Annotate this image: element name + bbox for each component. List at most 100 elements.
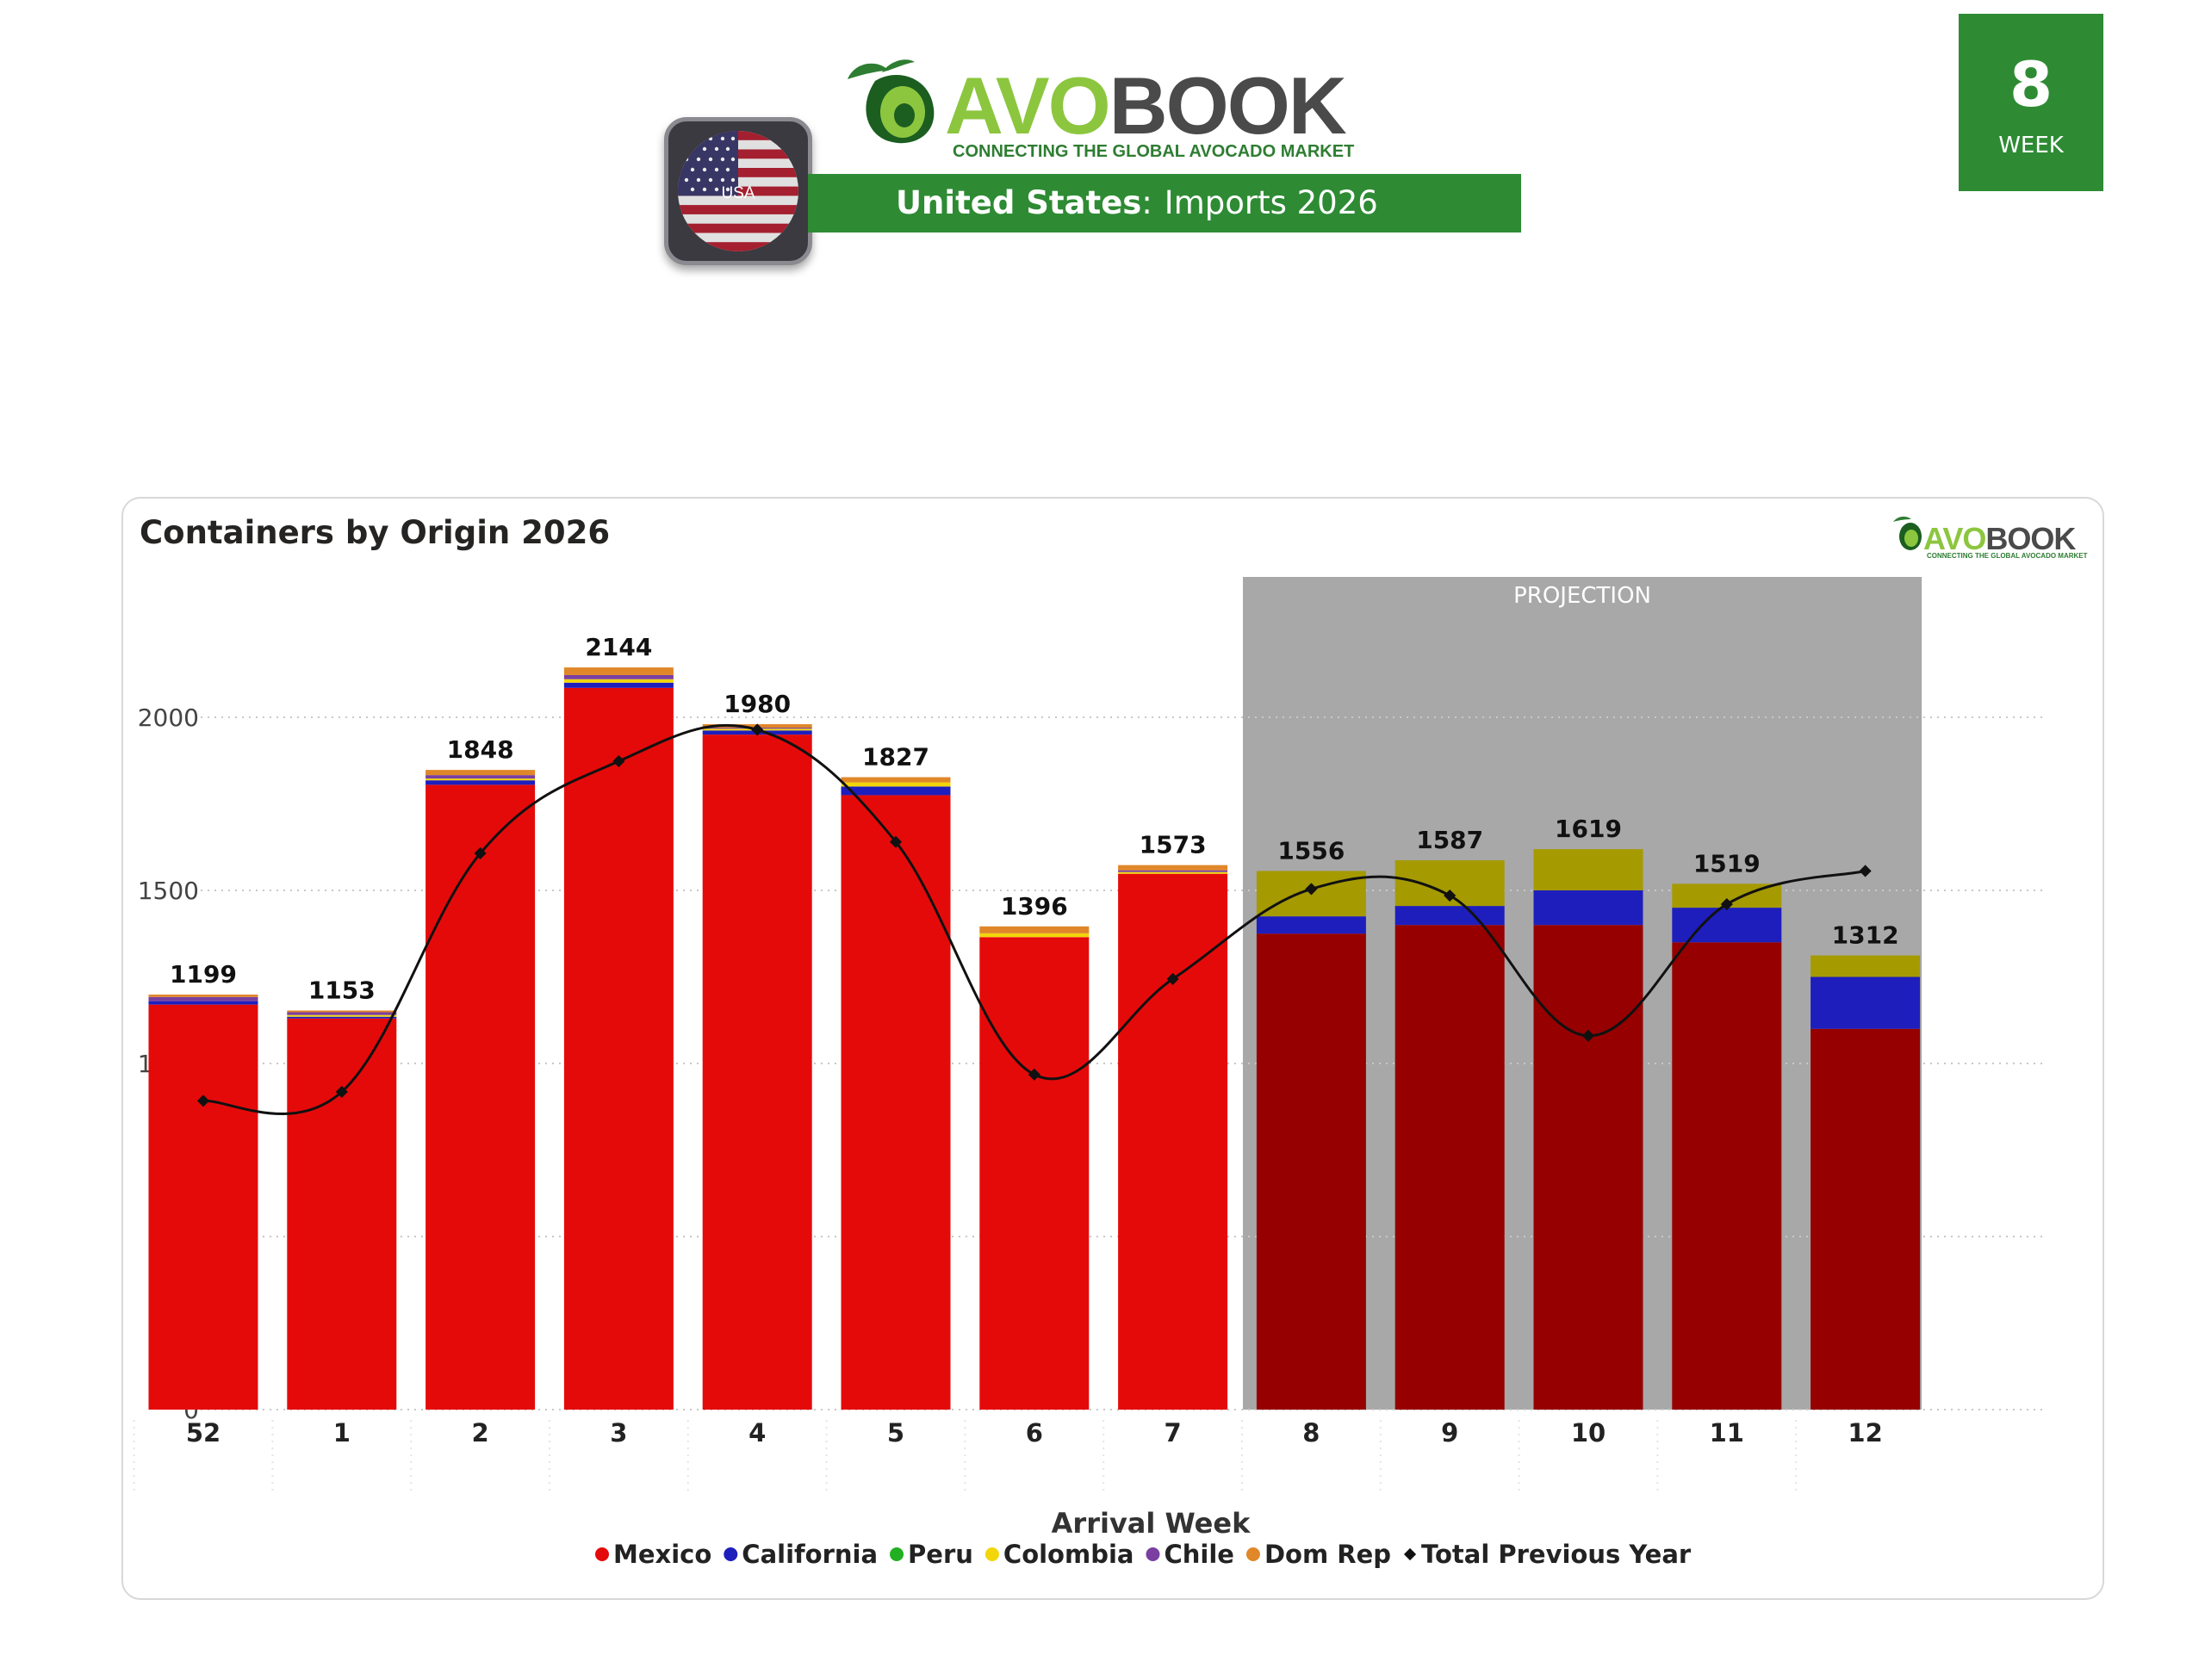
bar-segment-chile xyxy=(148,996,258,1001)
x-tick-label: 52 xyxy=(186,1418,220,1448)
bar-segment-california xyxy=(1394,906,1505,926)
bar-segment-california xyxy=(425,780,536,785)
previous-year-point xyxy=(889,835,903,848)
bar-total-label: 1848 xyxy=(447,735,514,764)
y-tick-label: 2000 xyxy=(138,704,199,732)
bar-segment-mexico xyxy=(425,784,536,1410)
bar-total-label: 1619 xyxy=(1555,815,1622,843)
legend-marker-peru xyxy=(890,1547,904,1561)
mini-brand-avo: AVO xyxy=(1923,521,1985,556)
bar-segment-colombia xyxy=(1811,955,1921,977)
bar-total-label: 1396 xyxy=(1001,892,1068,921)
flag-label: USA xyxy=(721,184,755,202)
x-tick-label: 10 xyxy=(1571,1418,1606,1448)
x-tick-label: 2 xyxy=(472,1418,489,1448)
previous-year-line xyxy=(196,723,1872,1115)
legend-marker-dom-rep xyxy=(1245,1547,1260,1561)
x-tick-label: 12 xyxy=(1848,1418,1882,1448)
bar-segment-mexico xyxy=(702,735,812,1410)
bar-segment-colombia xyxy=(287,1014,397,1017)
brand-name-book: BOOK xyxy=(1109,60,1347,151)
stacked-bars xyxy=(148,667,1921,1410)
bar-segment-colombia xyxy=(1118,871,1228,874)
bar-total-label: 1827 xyxy=(862,743,929,772)
brand-logo-text: AVOBOOK xyxy=(945,65,1347,146)
legend-label: Total Previous Year xyxy=(1421,1540,1692,1569)
bar-segment-california xyxy=(148,1001,258,1005)
chart-card: Containers by Origin 2026 AVOBOOK CONNEC… xyxy=(121,497,2104,1600)
x-tick-label: 11 xyxy=(1710,1418,1744,1448)
x-axis-label: Arrival Week xyxy=(1052,1507,1251,1540)
bar-segment-mexico xyxy=(287,1018,397,1410)
bar-segment-chile xyxy=(1118,870,1228,872)
usa-flag-badge: USA xyxy=(664,117,812,265)
bar-total-labels: 1199 1153 1848 2144 1980 1827 1396 1573 1556 1587… xyxy=(170,633,1899,1004)
x-tick-label: 9 xyxy=(1441,1418,1458,1448)
banner-separator: : xyxy=(1141,184,1152,221)
legend-label: Chile xyxy=(1164,1540,1233,1569)
usa-flag-icon: USA xyxy=(678,131,798,251)
bar-segment-mexico xyxy=(148,1004,258,1410)
bar-segment-dom-rep xyxy=(148,995,258,997)
legend-marker-mexico xyxy=(595,1547,609,1561)
legend-label: California xyxy=(742,1540,878,1569)
x-tick-label: 4 xyxy=(748,1418,766,1448)
bar-segment-dom-rep xyxy=(841,777,951,783)
bar-segment-mexico xyxy=(841,795,951,1410)
bar-segment-mexico xyxy=(1811,1028,1921,1410)
bar-segment-california xyxy=(1256,916,1366,934)
week-label: WEEK xyxy=(1998,133,2064,158)
previous-year-point xyxy=(1305,883,1318,896)
week-number: 8 xyxy=(2009,48,2053,121)
report-header: USA AVOBOOK CONNECTING THE GLOBAL AVOCAD… xyxy=(0,0,2205,293)
mini-avocado-icon xyxy=(1893,516,1922,550)
bar-segment-california xyxy=(1811,976,1921,1029)
y-tick-label: 1500 xyxy=(138,877,199,905)
legend-label: Peru xyxy=(908,1540,973,1569)
mini-avobook-logo: AVOBOOK CONNECTING THE GLOBAL AVOCADO MA… xyxy=(1893,516,2088,560)
containers-chart: Containers by Origin 2026 AVOBOOK CONNEC… xyxy=(133,514,2088,1569)
legend-marker-chile xyxy=(1146,1547,1160,1561)
bar-total-label: 1153 xyxy=(308,976,376,1004)
brand-name-avo: AVO xyxy=(945,60,1111,151)
bar-segment-mexico xyxy=(1394,925,1505,1410)
bar-total-label: 1573 xyxy=(1140,831,1207,859)
previous-year-point xyxy=(1166,972,1179,985)
bar-total-label: 2144 xyxy=(585,633,652,661)
bar-segment-mexico xyxy=(979,937,1090,1410)
week-badge: 8 WEEK xyxy=(1959,14,2103,191)
legend-marker-california xyxy=(724,1547,738,1561)
legend-label: Dom Rep xyxy=(1264,1540,1391,1569)
bar-total-label: 1980 xyxy=(724,690,791,718)
previous-year-point xyxy=(1581,1029,1595,1042)
mini-brand-book: BOOK xyxy=(1985,521,2076,556)
bar-segment-chile xyxy=(563,674,674,679)
previous-year-point xyxy=(196,1094,210,1107)
bar-segment-colombia xyxy=(563,679,674,683)
bar-segment-mexico xyxy=(563,687,674,1410)
bar-segment-mexico xyxy=(1256,933,1366,1410)
x-tick-label: 1 xyxy=(333,1418,351,1448)
previous-year-point xyxy=(1720,898,1733,911)
bar-segment-mexico xyxy=(1533,925,1643,1410)
brand-tagline: CONNECTING THE GLOBAL AVOCADO MARKET xyxy=(953,142,1355,161)
bar-total-label: 1312 xyxy=(1832,921,1899,950)
bar-segment-california xyxy=(1533,890,1643,926)
projection-label: PROJECTION xyxy=(1513,583,1651,609)
previous-year-point xyxy=(612,754,625,768)
legend-label: Mexico xyxy=(613,1540,711,1569)
bar-segment-chile xyxy=(425,775,536,779)
previous-year-point xyxy=(1859,865,1872,877)
previous-year-point xyxy=(751,723,764,736)
legend-marker-colombia xyxy=(984,1547,999,1561)
x-tick-label: 5 xyxy=(887,1418,904,1448)
bar-total-label: 1199 xyxy=(170,960,237,989)
bar-segment-colombia xyxy=(841,782,951,787)
bar-segment-dom-rep xyxy=(563,667,674,675)
bar-segment-california xyxy=(1672,908,1782,943)
legend-label: Colombia xyxy=(1003,1540,1134,1569)
x-axis-ticks: 52 1 2 3 4 5 6 7 8 9 10 11 12 xyxy=(133,1418,1883,1493)
bar-total-label: 1556 xyxy=(1277,836,1345,865)
previous-year-point xyxy=(1444,889,1457,902)
banner-country: United States xyxy=(896,184,1142,221)
